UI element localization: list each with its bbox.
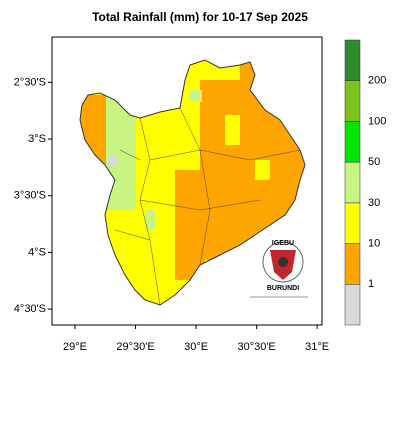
y-tick-label: 2°30'S bbox=[14, 76, 46, 88]
colorbar-box bbox=[344, 121, 361, 163]
logo: IGEBU BURUNDI bbox=[250, 240, 308, 298]
field-patch bbox=[175, 170, 205, 280]
field-patch bbox=[255, 160, 270, 180]
colorbar-label: 50 bbox=[368, 156, 380, 168]
y-tick-label: 3°30'S bbox=[14, 190, 46, 202]
x-tick-label: 30°E bbox=[184, 341, 208, 353]
map-title: Total Rainfall (mm) for 10-17 Sep 2025 bbox=[92, 10, 308, 24]
province-borders bbox=[114, 107, 301, 306]
colorbar-label: 100 bbox=[368, 115, 386, 127]
x-tick-label: 29°E bbox=[63, 341, 87, 353]
colorbar-box bbox=[344, 243, 361, 285]
x-tick-label: 30°30'E bbox=[237, 341, 275, 353]
y-tick-label: 3°S bbox=[28, 133, 46, 145]
colorbar-box bbox=[344, 284, 361, 326]
x-tick-label: 29°30'E bbox=[116, 341, 154, 353]
logo-bottom-text: BURUNDI bbox=[267, 285, 299, 292]
y-tick-label: 4°30'S bbox=[14, 303, 46, 315]
colorbar-box bbox=[344, 80, 361, 122]
field-patch bbox=[108, 155, 118, 165]
field-patch bbox=[190, 90, 202, 102]
colorbar-label: 10 bbox=[368, 237, 380, 249]
logo-dot bbox=[278, 257, 288, 267]
colorbar-box bbox=[344, 39, 361, 81]
country-border bbox=[79, 59, 306, 306]
logo-top-text: IGEBU bbox=[272, 240, 294, 247]
colorbar-label: 30 bbox=[368, 197, 380, 209]
field-patch bbox=[145, 210, 155, 230]
colorbar-label: 1 bbox=[368, 278, 374, 290]
colorbar-label: 200 bbox=[368, 75, 386, 87]
y-tick-label: 4°S bbox=[28, 246, 46, 258]
colorbar-box bbox=[344, 202, 361, 244]
x-tick-label: 31°E bbox=[305, 341, 329, 353]
colorbar-box bbox=[344, 161, 361, 204]
field-patch bbox=[225, 115, 240, 145]
